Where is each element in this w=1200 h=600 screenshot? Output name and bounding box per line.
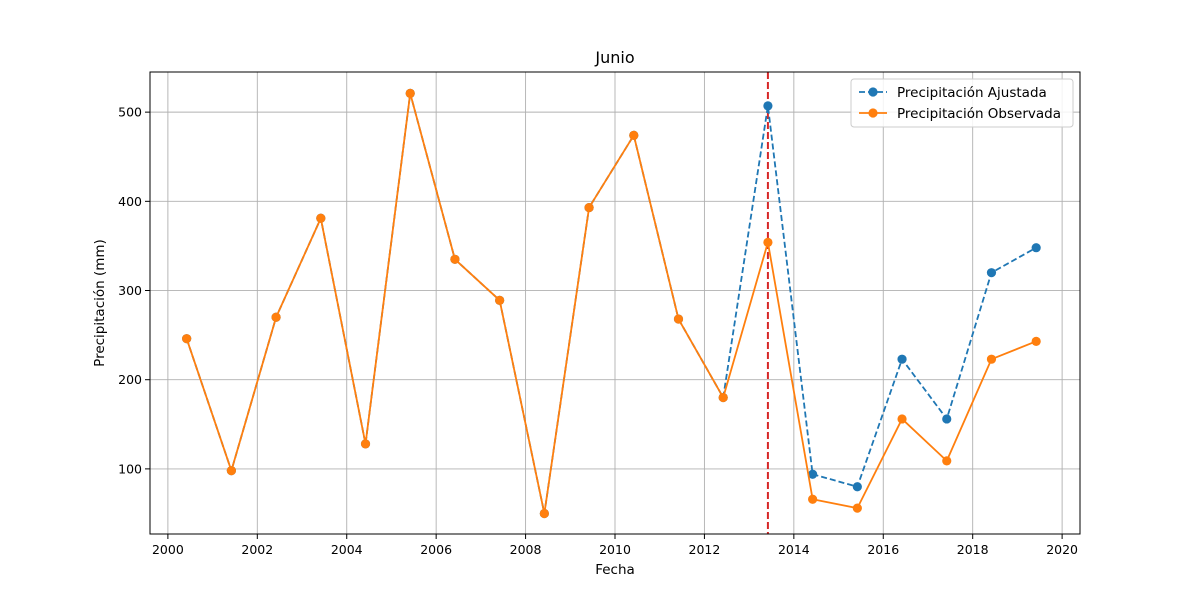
x-tick-label: 2010 bbox=[599, 542, 631, 557]
x-tick-label: 2012 bbox=[689, 542, 721, 557]
data-point bbox=[584, 202, 594, 213]
data-point bbox=[942, 456, 952, 466]
data-point bbox=[629, 130, 639, 140]
x-tick-label: 2018 bbox=[957, 542, 989, 557]
series-layer bbox=[182, 88, 1041, 519]
data-point bbox=[226, 466, 236, 476]
y-tick-label: 100 bbox=[118, 461, 142, 476]
legend-label: Precipitación Ajustada bbox=[897, 85, 1047, 101]
data-point bbox=[986, 354, 997, 364]
legend: Precipitación Ajustada Precipitación Obse… bbox=[850, 78, 1074, 128]
y-tick-label: 300 bbox=[118, 283, 142, 298]
data-point bbox=[986, 268, 997, 278]
data-point bbox=[852, 503, 862, 513]
x-tick-label: 2000 bbox=[152, 542, 184, 557]
legend-marker bbox=[868, 108, 878, 118]
data-point bbox=[897, 414, 907, 424]
x-tick-label: 2006 bbox=[420, 542, 452, 557]
data-point bbox=[1031, 243, 1041, 253]
data-point bbox=[316, 213, 326, 223]
data-point bbox=[942, 414, 952, 424]
x-tick-label: 2004 bbox=[331, 542, 363, 557]
data-point bbox=[405, 88, 415, 99]
legend-box bbox=[850, 78, 1074, 128]
x-axis-label: Fecha bbox=[595, 562, 635, 578]
y-tick-label: 500 bbox=[118, 105, 142, 120]
data-point bbox=[360, 439, 371, 449]
data-point bbox=[539, 508, 549, 519]
grid bbox=[150, 72, 1080, 534]
data-point bbox=[897, 354, 907, 364]
data-point bbox=[763, 237, 773, 247]
chart-title: Junio bbox=[594, 48, 634, 67]
series-2 bbox=[182, 88, 1041, 519]
data-point bbox=[763, 101, 773, 111]
series-line bbox=[185, 92, 1037, 515]
data-point bbox=[1031, 336, 1041, 346]
legend-marker bbox=[868, 87, 878, 97]
x-tick-label: 2002 bbox=[241, 542, 273, 557]
data-point bbox=[852, 482, 862, 492]
x-tick-label: 2020 bbox=[1046, 542, 1078, 557]
y-tick-label: 400 bbox=[118, 194, 142, 209]
data-point bbox=[808, 494, 818, 504]
axis-ticks: 2000 2002 2004 2006 2008 2010 2012 2014 2016 2018… bbox=[118, 105, 1078, 557]
data-point bbox=[718, 392, 728, 403]
x-tick-label: 2008 bbox=[510, 542, 542, 557]
data-point bbox=[450, 254, 460, 264]
legend-label: Precipitación Observada bbox=[897, 106, 1061, 122]
data-point bbox=[673, 314, 684, 324]
x-tick-label: 2016 bbox=[867, 542, 899, 557]
data-point bbox=[495, 295, 505, 305]
data-point bbox=[808, 469, 818, 479]
y-axis-label: Precipitación (mm) bbox=[92, 239, 108, 367]
data-point bbox=[182, 334, 192, 344]
x-tick-label: 2014 bbox=[778, 542, 810, 557]
y-tick-label: 200 bbox=[118, 372, 142, 387]
data-point bbox=[271, 312, 281, 322]
